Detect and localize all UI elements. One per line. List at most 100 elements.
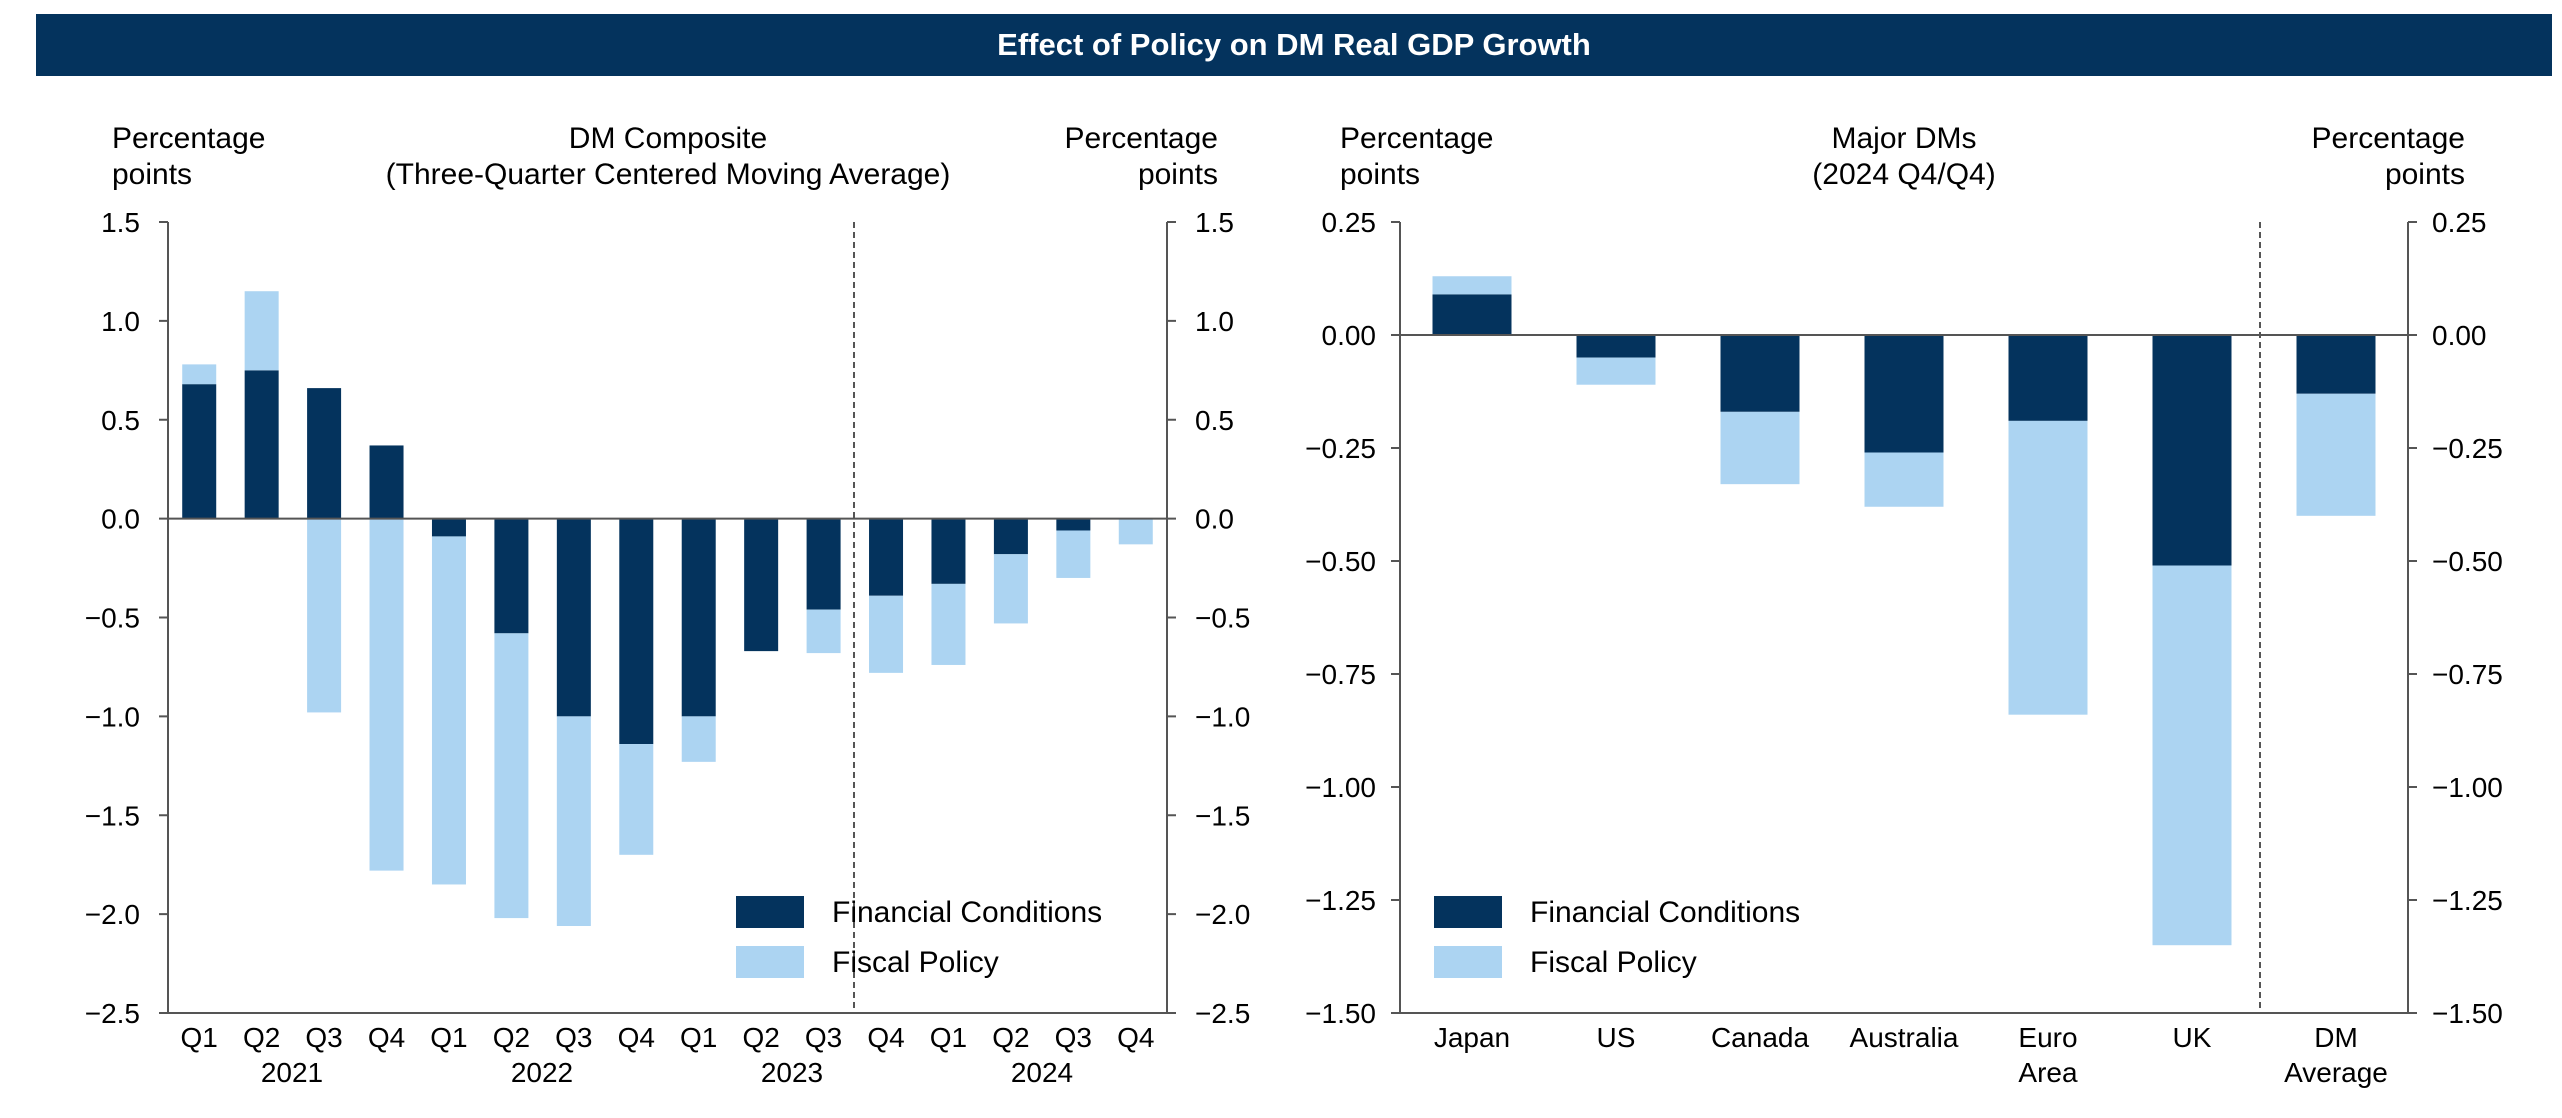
chart1-left-tick-label: −0.5 [85, 603, 140, 634]
chart1-fiscal-bar [369, 518, 404, 871]
chart2-category-label: Area [2018, 1057, 2078, 1088]
chart1-right-tick-label: 0.0 [1195, 504, 1234, 535]
chart1-category-label: Q4 [867, 1022, 904, 1053]
chart1-left-tick-label: −2.0 [85, 899, 140, 930]
chart2-legend-label: Financial Conditions [1530, 896, 1800, 929]
chart2-right-axis-label: points [2385, 158, 2465, 191]
chart1-category-label: Q3 [555, 1022, 592, 1053]
chart1-left-tick-label: −1.0 [85, 701, 140, 732]
chart2-panel-title: (2024 Q4/Q4) [1812, 158, 1995, 191]
chart2-fiscal-bar [1720, 411, 1800, 485]
chart1-fiscal-bar [1118, 518, 1153, 545]
chart1-financial-bar [307, 388, 342, 519]
chart2-left-tick-label: −0.25 [1305, 433, 1376, 464]
chart2-right-tick-label: −1.00 [2432, 772, 2503, 803]
chart1-legend-label: Financial Conditions [832, 896, 1102, 929]
chart1-right-tick-label: 0.5 [1195, 405, 1234, 436]
chart2-legend-label: Fiscal Policy [1530, 946, 1697, 979]
chart2-category-label: Average [2284, 1057, 2388, 1088]
chart2-left-tick-label: −1.50 [1305, 998, 1376, 1029]
chart1-category-label: Q1 [930, 1022, 967, 1053]
chart1-right-tick-label: −1.5 [1195, 800, 1250, 831]
chart1-financial-bar [182, 384, 217, 519]
chart2-left-tick-label: −0.50 [1305, 546, 1376, 577]
chart1-left-tick-label: 1.0 [101, 306, 140, 337]
chart1-category-label: Q2 [742, 1022, 779, 1053]
chart1-fiscal-bar [806, 609, 841, 654]
chart1-fiscal-bar [556, 716, 591, 926]
chart1-right-tick-label: −2.5 [1195, 998, 1250, 1029]
chart1-panel-title: (Three-Quarter Centered Moving Average) [386, 158, 951, 191]
chart2-financial-bar [1432, 294, 1512, 335]
chart1-right-tick-label: −2.0 [1195, 899, 1250, 930]
chart1-legend-swatch [736, 896, 804, 928]
chart2-legend-swatch [1434, 896, 1502, 928]
chart1-category-label: Q2 [243, 1022, 280, 1053]
chart1-year-label: 2023 [761, 1057, 823, 1088]
chart1-financial-bar [619, 518, 654, 745]
chart1-category-label: Q4 [368, 1022, 405, 1053]
chart1-financial-bar [869, 518, 904, 596]
chart1-financial-bar [931, 518, 966, 584]
chart1-right-tick-label: −1.0 [1195, 701, 1250, 732]
chart1-right-axis-label: points [1138, 158, 1218, 191]
chart1-category-label: Q1 [430, 1022, 467, 1053]
chart2-right-tick-label: 0.00 [2432, 320, 2487, 351]
chart1-category-label: Q2 [992, 1022, 1029, 1053]
chart1-fiscal-bar [619, 744, 654, 855]
chart1-fiscal-bar [244, 291, 279, 371]
chart1-fiscal-bar [931, 583, 966, 665]
chart2-financial-bar [2296, 335, 2376, 394]
chart1-category-label: Q3 [805, 1022, 842, 1053]
chart1-financial-bar [993, 518, 1028, 555]
chart2-left-tick-label: −1.00 [1305, 772, 1376, 803]
chart2-right-axis-label: Percentage [2312, 122, 2465, 155]
chart2-left-axis-label: Percentage [1340, 122, 1493, 155]
chart2-financial-bar [2008, 335, 2088, 421]
chart1-fiscal-bar [431, 536, 466, 885]
chart1-category-label: Q1 [181, 1022, 218, 1053]
chart-banner-title: Effect of Policy on DM Real GDP Growth [36, 14, 2552, 76]
chart2-fiscal-bar [2008, 420, 2088, 715]
chart1-right-tick-label: 1.0 [1195, 306, 1234, 337]
chart1-fiscal-bar [182, 364, 217, 385]
chart2-panel-title: Major DMs [1831, 122, 1976, 155]
chart2-category-label: Japan [1434, 1022, 1510, 1053]
chart2-right-tick-label: −1.25 [2432, 885, 2503, 916]
chart2-category-label: Australia [1850, 1022, 1959, 1053]
chart2-category-label: UK [2173, 1022, 2212, 1053]
chart2-right-tick-label: −1.50 [2432, 998, 2503, 1029]
chart1-financial-bar [244, 370, 279, 519]
chart1-fiscal-bar [1056, 530, 1091, 578]
chart2-fiscal-bar [1864, 452, 1944, 507]
chart2-left-tick-label: 0.25 [1322, 207, 1377, 238]
chart1-fiscal-bar [869, 595, 904, 673]
chart1-panel-title: DM Composite [569, 122, 767, 155]
chart1-year-label: 2024 [1011, 1057, 1073, 1088]
chart2-financial-bar [1576, 335, 1656, 358]
chart1-left-axis-label: points [112, 158, 192, 191]
chart1-left-tick-label: 0.5 [101, 405, 140, 436]
chart1-category-label: Q3 [305, 1022, 342, 1053]
chart2-fiscal-bar [2296, 393, 2376, 516]
chart1-financial-bar [556, 518, 591, 717]
chart2-category-label: Euro [2018, 1022, 2077, 1053]
chart1-financial-bar [681, 518, 716, 717]
chart2-category-label: DM [2314, 1022, 2358, 1053]
chart2-fiscal-bar [1432, 276, 1512, 295]
chart1-year-label: 2021 [261, 1057, 323, 1088]
chart1-right-tick-label: −0.5 [1195, 603, 1250, 634]
chart2-financial-bar [1864, 335, 1944, 453]
chart1-fiscal-bar [494, 633, 529, 919]
chart2-left-tick-label: 0.00 [1322, 320, 1377, 351]
chart1-legend-label: Fiscal Policy [832, 946, 999, 979]
chart1-financial-bar [744, 518, 779, 652]
chart2-right-tick-label: −0.25 [2432, 433, 2503, 464]
chart2-left-tick-label: −0.75 [1305, 659, 1376, 690]
chart1-right-tick-label: 1.5 [1195, 207, 1234, 238]
chart2-right-tick-label: −0.50 [2432, 546, 2503, 577]
chart2-right-tick-label: −0.75 [2432, 659, 2503, 690]
chart1-fiscal-bar [307, 518, 342, 713]
chart1-left-tick-label: 1.5 [101, 207, 140, 238]
